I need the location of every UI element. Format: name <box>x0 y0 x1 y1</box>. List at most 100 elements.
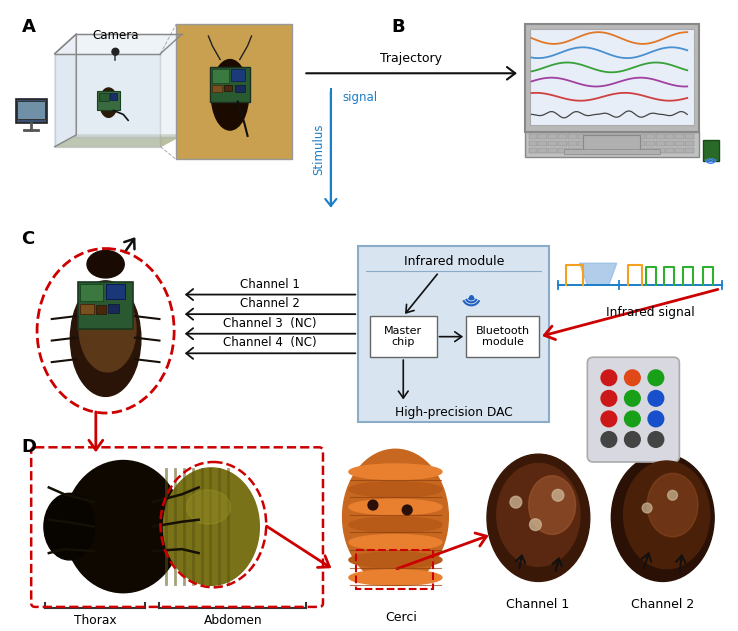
Bar <box>646 141 655 146</box>
Circle shape <box>668 490 677 500</box>
Bar <box>466 316 539 357</box>
Circle shape <box>624 411 641 427</box>
Bar <box>587 148 596 153</box>
Bar <box>666 148 675 153</box>
Ellipse shape <box>624 461 710 569</box>
Bar <box>617 148 626 153</box>
Bar <box>578 134 587 139</box>
Bar <box>80 284 103 302</box>
Text: Trajectory: Trajectory <box>380 52 442 66</box>
Circle shape <box>624 432 641 447</box>
Bar <box>703 140 719 162</box>
Ellipse shape <box>497 463 580 566</box>
Bar <box>525 25 699 132</box>
Bar <box>607 148 615 153</box>
Bar <box>646 134 655 139</box>
Text: Infrared module: Infrared module <box>404 255 504 268</box>
Circle shape <box>112 49 119 55</box>
Text: Channel 3  (NC): Channel 3 (NC) <box>224 317 317 330</box>
Circle shape <box>601 391 617 406</box>
Text: Abdomen: Abdomen <box>204 614 262 627</box>
Bar <box>99 93 108 101</box>
Bar <box>636 141 645 146</box>
Ellipse shape <box>342 449 448 584</box>
Bar <box>76 34 182 137</box>
Bar <box>539 134 547 139</box>
Ellipse shape <box>611 454 714 581</box>
Bar <box>675 134 684 139</box>
Bar <box>539 141 547 146</box>
Bar <box>607 134 615 139</box>
Bar <box>597 134 606 139</box>
Bar <box>370 316 437 357</box>
Ellipse shape <box>349 570 442 586</box>
Bar <box>539 148 547 153</box>
Circle shape <box>510 496 522 508</box>
Circle shape <box>648 411 663 427</box>
Text: Camera: Camera <box>92 29 139 42</box>
Ellipse shape <box>163 468 259 586</box>
Bar <box>528 141 537 146</box>
Polygon shape <box>55 34 76 147</box>
Text: A: A <box>21 18 35 37</box>
Bar <box>578 141 587 146</box>
Bar <box>528 148 537 153</box>
Ellipse shape <box>349 481 442 497</box>
Bar <box>686 134 694 139</box>
Text: Bluetooth
module: Bluetooth module <box>475 326 530 348</box>
Bar <box>568 141 576 146</box>
Bar <box>96 305 106 314</box>
Circle shape <box>601 432 617 447</box>
Bar <box>210 68 249 102</box>
Bar <box>587 141 596 146</box>
Bar <box>18 101 45 119</box>
Ellipse shape <box>528 476 576 534</box>
Circle shape <box>601 411 617 427</box>
Bar <box>558 141 567 146</box>
Bar <box>80 304 94 314</box>
Ellipse shape <box>647 473 698 537</box>
Bar <box>15 98 47 123</box>
Bar <box>224 85 232 91</box>
Ellipse shape <box>349 464 442 480</box>
Bar <box>109 93 117 100</box>
Bar <box>530 29 694 125</box>
Ellipse shape <box>349 534 442 550</box>
Text: Infrared signal: Infrared signal <box>606 306 694 319</box>
Bar <box>235 85 245 92</box>
Text: Channel 2: Channel 2 <box>631 598 694 611</box>
Circle shape <box>642 503 652 513</box>
Bar <box>568 148 576 153</box>
Bar <box>213 69 229 83</box>
Bar <box>564 149 660 153</box>
Circle shape <box>601 370 617 386</box>
Text: Channel 4  (NC): Channel 4 (NC) <box>224 336 317 350</box>
Bar <box>636 134 645 139</box>
Ellipse shape <box>100 88 117 117</box>
Bar <box>686 141 694 146</box>
Bar <box>78 282 133 329</box>
Circle shape <box>624 370 641 386</box>
Bar <box>656 134 665 139</box>
Bar <box>213 85 222 92</box>
Bar <box>106 284 125 300</box>
Polygon shape <box>55 135 182 147</box>
Ellipse shape <box>349 552 442 568</box>
Ellipse shape <box>70 281 141 396</box>
Bar <box>558 134 567 139</box>
Bar <box>666 134 675 139</box>
Circle shape <box>530 519 542 531</box>
Text: D: D <box>21 439 36 456</box>
Bar <box>525 132 699 156</box>
Bar <box>231 69 245 81</box>
Bar <box>55 54 160 147</box>
Bar <box>607 141 615 146</box>
Bar <box>617 141 626 146</box>
FancyBboxPatch shape <box>587 357 680 462</box>
Ellipse shape <box>349 499 442 515</box>
Bar <box>548 148 557 153</box>
Bar <box>578 148 587 153</box>
Circle shape <box>402 505 412 515</box>
Bar <box>656 141 665 146</box>
Bar <box>675 148 684 153</box>
